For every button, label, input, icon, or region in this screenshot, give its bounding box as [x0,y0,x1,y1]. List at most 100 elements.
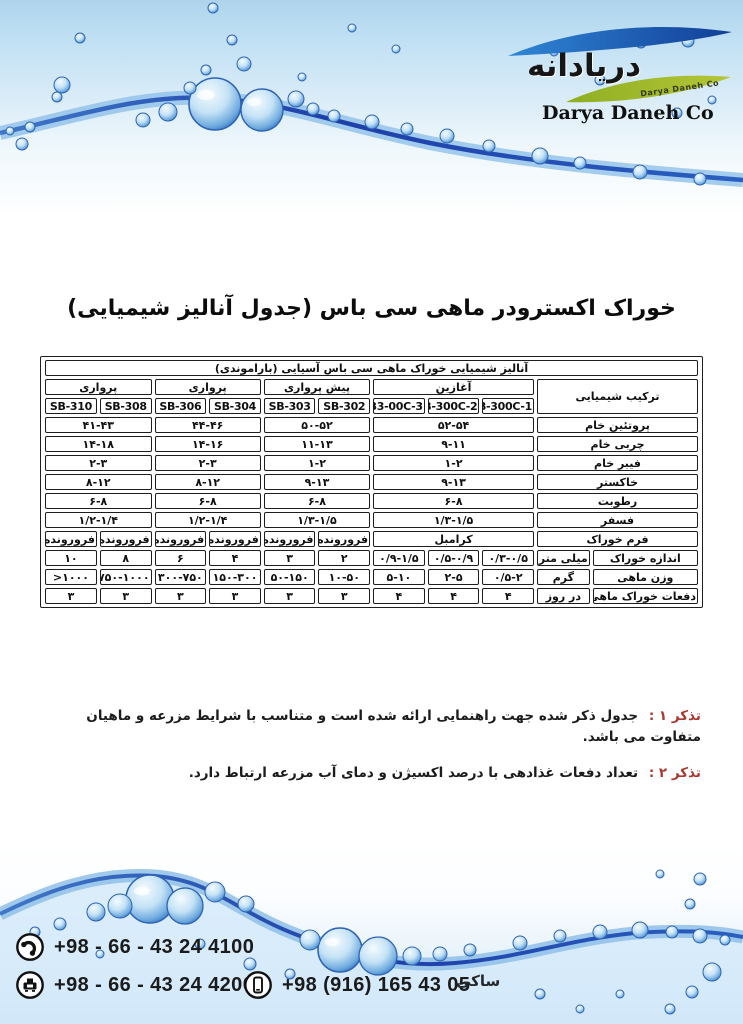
value-cell: ۰/۵-۰/۹ [427,550,480,566]
value: ۱-۲ [444,456,463,470]
value-cell: ۴ [373,588,425,604]
value: ۱۵۰-۳۰۰ [212,570,258,584]
row-label: خاکستر [537,474,698,490]
table-title-row: آنالیز شیمیایی خوراک ماهی سی باس آسیایی … [45,360,698,376]
value: ۹-۱۳ [441,475,466,489]
value-cell: ۴ [209,550,261,566]
value-cell: ۰/۳-۰/۵ [482,550,535,566]
value-cell: ۱/۲-۱/۴ [154,512,261,528]
group-pre-grower: پیش پرواری [263,379,371,395]
fax-icon [16,971,44,999]
value-cell: ۵۰-۵۲ [263,417,371,433]
row-moisture: رطوبت ۶-۸ ۶-۸ ۶-۸ ۶-۸ [45,493,698,509]
value: ۹-۱۳ [304,475,330,489]
value: ۶-۸ [198,494,217,508]
feed-form-cell: فرورونده [318,531,371,547]
value: ۵۲-۵۴ [437,418,470,432]
row-ash: خاکستر ۹-۱۳ ۹-۱۳ ۸-۱۲ ۸-۱۲ [45,474,698,490]
value: ۴۴-۴۶ [191,418,224,432]
value-cell: ۶ [154,550,207,566]
fax-number: +98 - 66 - 43 24 4200 [54,973,255,996]
code-cell: SB-310 [45,398,97,414]
value-cell: ۲-۵ [427,569,480,585]
phone-contact: +98 - 66 - 43 24 4100 [15,932,254,962]
value: ۸ [122,551,130,565]
row-feed-size: اندازه خوراک میلی متر ۰/۳-۰/۵ ۰/۵-۰/۹ ۰/… [45,550,698,566]
value: ۱۴-۱۶ [191,437,224,451]
value-cell: ۲-۳ [154,455,261,471]
value: ۱۰-۵۰ [328,570,360,584]
value: ۴۱-۴۳ [82,418,114,432]
value-cell: ۳۰۰-۷۵۰ [154,569,207,585]
logo-blue-swoosh [508,26,732,56]
row-label: دفعات خوراک ماهی [592,588,698,604]
note-1: تذکر ۱ : جدول ذکر شده جهت راهنمایی ارائه… [42,706,701,748]
value: ۱۱-۱۳ [301,437,333,451]
value: ۳ [176,589,184,603]
value-cell: ۳ [318,588,371,604]
value: ۱۴-۱۸ [82,437,114,451]
feed-form-cell: فرورونده [45,531,97,547]
unit-cell: در روز [537,588,590,604]
note-2-text: تعداد دفعات غذادهی با درصد اکسیژن و دمای… [188,764,639,781]
top-water-decoration: دریادانه Darya Daneh Co Darya Daneh Co [0,0,743,215]
value-cell: ۲-۳ [45,455,152,471]
value-cell: ۳ [263,550,316,566]
value-cell: ۱/۳-۱/۵ [263,512,371,528]
value: ۲ [340,551,348,565]
row-feedings-per-day: دفعات خوراک ماهی در روز ۴ ۴ ۴ ۳ ۳ ۳ ۳ ۳ … [45,588,698,604]
value-cell: ۱۴-۱۶ [154,436,261,452]
fax-contact: +98 - 66 - 43 24 4200 [15,970,254,1000]
note-2: تذکر ۲ : تعداد دفعات غذادهی با درصد اکسی… [42,763,701,784]
value-cell: ۱۵۰-۳۰۰ [209,569,261,585]
value: ۳۰۰-۷۵۰ [157,570,203,584]
unit-cell: میلی متر [537,550,590,566]
value: ۳ [231,589,239,603]
value-cell: ۷۵۰-۱۰۰۰ [99,569,152,585]
group-grower-b: پرواری [45,379,152,395]
analysis-table-grid: آنالیز شیمیایی خوراک ماهی سی باس آسیایی … [42,357,701,607]
value: ۸-۱۲ [85,475,111,489]
value: ۵-۱۰ [386,570,412,584]
code-cell: SB-300C-2 [427,398,480,414]
group-grower-a: پرواری [154,379,261,395]
row-label: فیبر خام [537,455,698,471]
mobile-owner-label: ساکی [456,972,501,990]
value: ۵۰-۱۵۰ [270,570,309,584]
value-cell: ۳ [45,588,97,604]
value: ۱/۲-۱/۴ [78,513,118,527]
mobile-phone-icon [244,971,272,999]
value-cell: ۵۲-۵۴ [373,417,535,433]
code-cell: SB-300C-1 [482,398,535,414]
value-cell: ۱۰-۵۰ [318,569,371,585]
value: ۰/۵-۰/۹ [433,551,474,565]
mobile-contact: +98 (916) 165 43 05 [243,970,470,1000]
value: ۲-۳ [89,456,108,470]
code-cell: SB-303 [263,398,316,414]
value-cell: ۱۴-۱۸ [45,436,152,452]
code-cell: SB-304 [209,398,261,414]
value: ۳ [286,551,293,565]
value: ۶-۸ [307,494,326,508]
corner-label: ترکیب شیمیایی [537,379,698,414]
top-wave-bubbles-graphic [0,2,743,187]
value: ۴ [450,589,457,603]
row-crude-protein: پروتئین خام ۵۲-۵۴ ۵۰-۵۲ ۴۴-۴۶ ۴۱-۴۳ [45,417,698,433]
value-cell: ۴ [482,588,535,604]
logo-green-swoosh [566,75,731,103]
row-label: رطوبت [537,493,698,509]
value-cell: ۰/۵-۲ [482,569,535,585]
value-cell: ۶-۸ [373,493,535,509]
note-1-text: جدول ذکر شده جهت راهنمایی ارائه شده است … [86,708,701,745]
row-crude-fiber: فیبر خام ۱-۲ ۱-۲ ۲-۳ ۲-۳ [45,455,698,471]
value-cell: ۵-۱۰ [373,569,425,585]
value-cell: ۱/۳-۱/۵ [373,512,535,528]
value-cell: ۴ [427,588,480,604]
feed-form-cell: فرورونده [209,531,261,547]
value: ۳ [67,589,75,603]
code-cell: SB3-00C-3 [373,398,425,414]
note-2-label: تذکر ۲ : [648,764,701,781]
value: ۴ [504,589,512,603]
value-cell: ۱۰ [45,550,97,566]
value: ۰/۳-۰/۵ [488,551,528,565]
